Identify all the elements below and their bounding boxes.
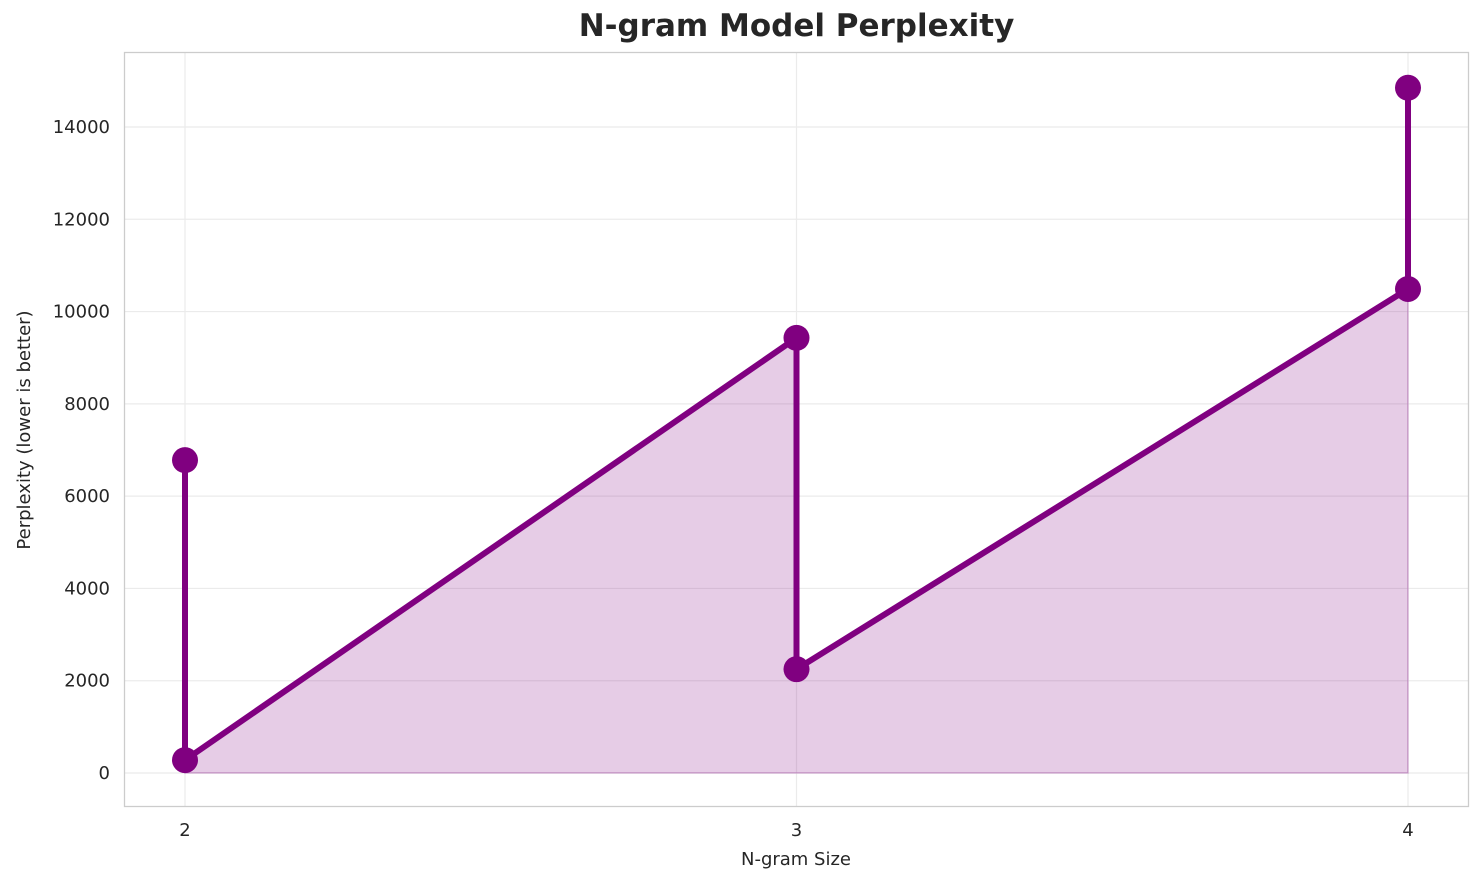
data-point-marker — [172, 747, 198, 774]
plot-frame — [123, 51, 1470, 808]
x-tick-label: 2 — [179, 820, 190, 841]
chart-title: N-gram Model Perplexity — [578, 8, 1015, 44]
y-axis-ticks: 0 2000 4000 6000 8000 10000 12000 14000 — [53, 117, 110, 784]
y-tick-label: 8000 — [64, 394, 110, 415]
x-axis-label: N-gram Size — [741, 849, 851, 870]
data-point-marker — [783, 324, 810, 351]
data-markers — [172, 74, 1421, 774]
y-tick-label: 2000 — [64, 671, 110, 692]
y-tick-label: 0 — [99, 763, 110, 784]
data-point-marker — [783, 656, 810, 683]
data-line — [182, 87, 1411, 764]
y-tick-label: 6000 — [64, 486, 110, 507]
y-tick-label: 4000 — [64, 578, 110, 599]
data-point-marker — [172, 447, 198, 474]
y-axis-label: Perplexity (lower is better) — [14, 310, 35, 549]
data-point-marker — [1395, 74, 1421, 101]
y-tick-label: 14000 — [53, 117, 110, 138]
x-tick-label: 4 — [1402, 820, 1413, 841]
y-tick-label: 12000 — [53, 209, 110, 230]
x-axis-ticks: 2 3 4 — [179, 820, 1413, 841]
data-point-marker — [1395, 275, 1421, 302]
x-tick-label: 3 — [791, 820, 802, 841]
y-tick-label: 10000 — [53, 302, 110, 323]
